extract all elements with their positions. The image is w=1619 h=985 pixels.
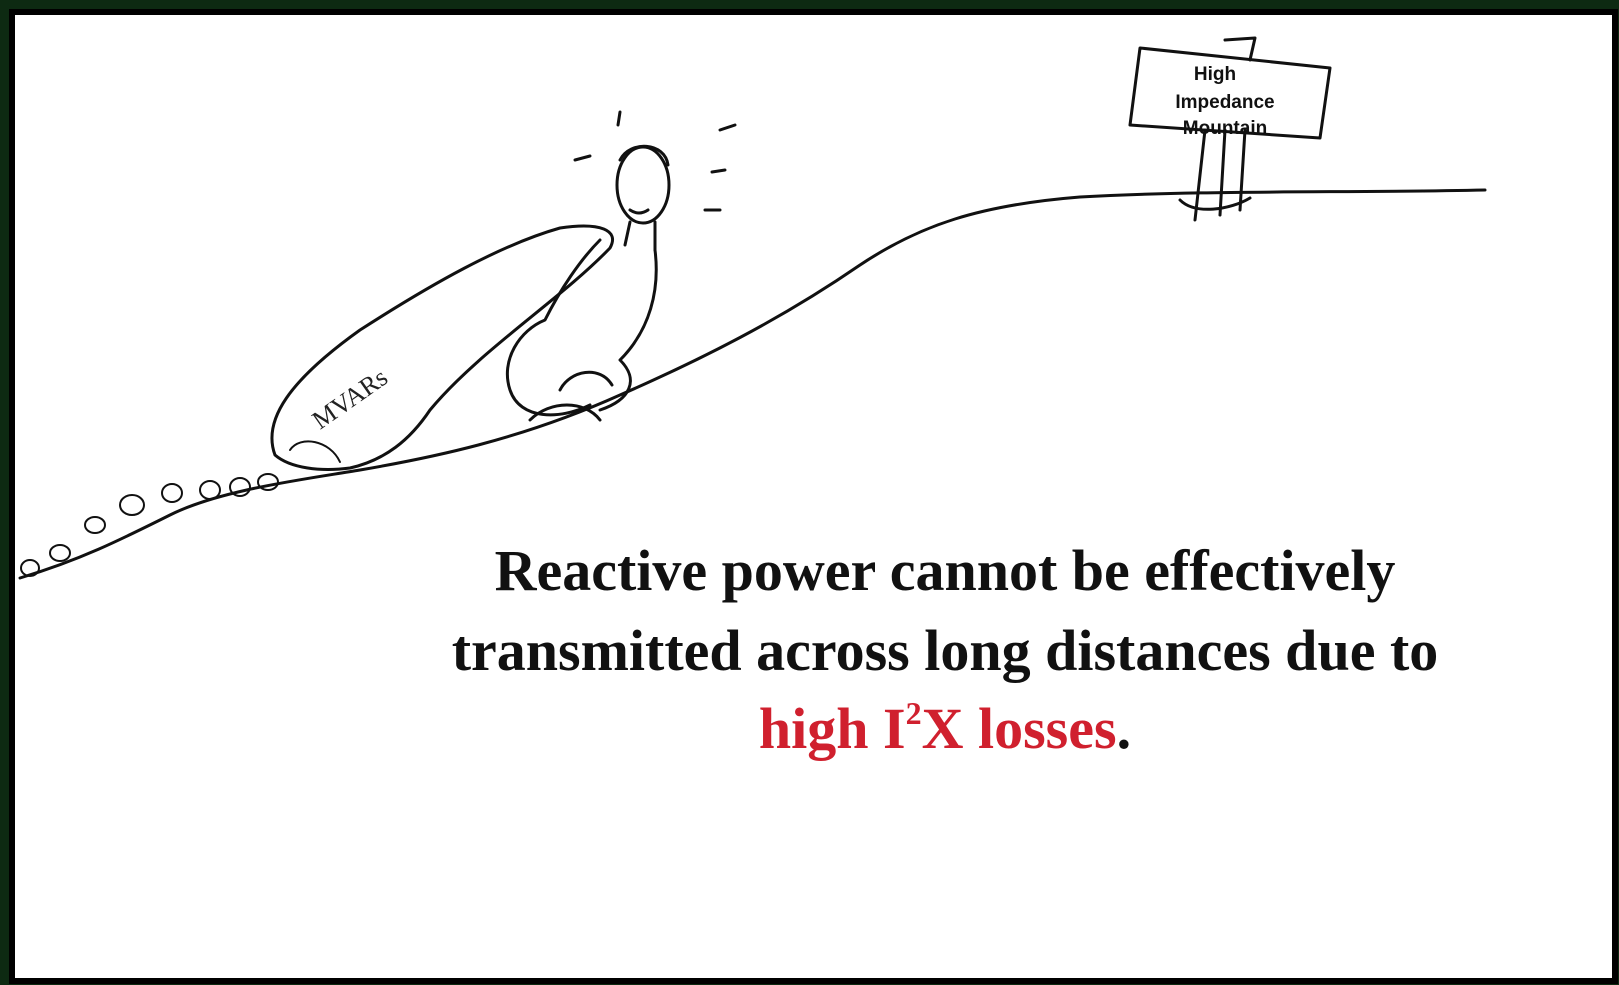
caption-period: . (1117, 696, 1132, 761)
hill (18, 188, 1487, 580)
panel (9, 9, 1618, 984)
sign-line: Impedance (1175, 92, 1274, 113)
caption-red: X losses (922, 696, 1117, 761)
caption-superscript: 2 (906, 695, 922, 731)
bag-bottom (289, 440, 341, 463)
sign: High Impedance Mountain (1128, 36, 1332, 222)
bag (270, 224, 614, 471)
caption-line: high I2X losses. (759, 695, 1131, 761)
caption-line: Reactive power cannot be effectively (495, 538, 1396, 603)
man (505, 110, 737, 422)
stones (20, 473, 279, 577)
caption-line: transmitted across long distances due to (452, 618, 1439, 683)
sign-line: High (1194, 64, 1236, 85)
caption-red: high I (759, 696, 906, 761)
sign-line: Mountain (1183, 118, 1267, 139)
